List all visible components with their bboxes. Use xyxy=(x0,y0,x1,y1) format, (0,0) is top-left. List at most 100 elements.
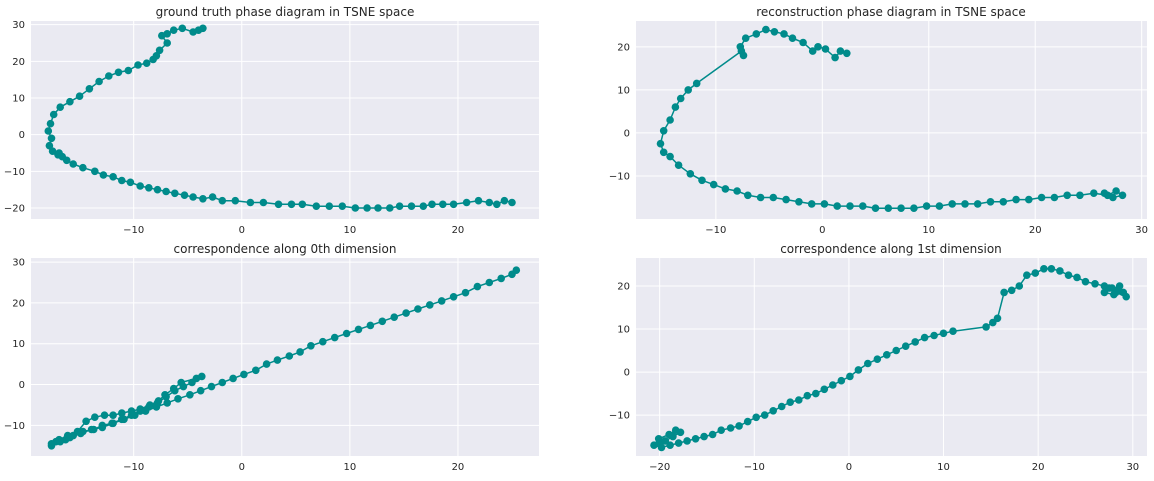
data-point xyxy=(386,204,394,212)
x-tick-label: 0 xyxy=(819,225,825,236)
data-point xyxy=(497,274,506,283)
y-tick-label: −10 xyxy=(609,411,630,422)
y-tick-label: −20 xyxy=(4,204,25,215)
data-point xyxy=(252,366,260,375)
data-point xyxy=(961,200,969,208)
data-point xyxy=(873,355,882,364)
data-point xyxy=(726,424,735,432)
data-point xyxy=(807,200,816,208)
data-point xyxy=(973,200,982,208)
data-point xyxy=(378,317,387,326)
x-tick-label: −10 xyxy=(123,462,144,473)
data-point xyxy=(831,53,839,62)
x-tick-label: 0 xyxy=(239,462,245,473)
data-point xyxy=(87,425,96,434)
data-point xyxy=(650,441,658,450)
data-point xyxy=(666,152,674,161)
y-tick-label: 10 xyxy=(617,325,630,336)
y-tick-label: 0 xyxy=(624,128,630,139)
y-tick-label: 20 xyxy=(12,298,25,309)
data-point xyxy=(126,178,135,187)
data-point xyxy=(246,198,255,207)
data-point xyxy=(659,148,668,157)
x-tick-label: 10 xyxy=(937,462,950,473)
data-point xyxy=(330,333,339,342)
data-point xyxy=(319,337,327,346)
data-point xyxy=(155,46,164,55)
data-point xyxy=(48,147,57,155)
data-point xyxy=(1091,280,1099,288)
data-point xyxy=(674,161,683,169)
data-point xyxy=(100,411,109,420)
data-point xyxy=(153,185,162,194)
data-point xyxy=(803,391,812,400)
data-point xyxy=(737,47,746,55)
data-point xyxy=(296,348,304,356)
data-point xyxy=(1047,265,1056,273)
data-point xyxy=(820,385,829,394)
data-point xyxy=(1118,191,1127,200)
data-point xyxy=(769,193,778,202)
y-tick-label: 20 xyxy=(617,42,630,53)
data-point xyxy=(390,313,399,322)
data-point xyxy=(846,372,854,381)
data-point xyxy=(709,180,718,189)
data-point xyxy=(47,440,56,448)
x-tick-label: 10 xyxy=(922,225,935,236)
data-point xyxy=(686,170,695,178)
data-point xyxy=(178,24,187,33)
data-point xyxy=(692,79,701,88)
data-point xyxy=(395,202,404,210)
y-tick-label: 0 xyxy=(19,130,25,141)
x-tick-label: −10 xyxy=(705,225,726,236)
data-point xyxy=(843,49,851,58)
data-point xyxy=(449,293,458,301)
data-point xyxy=(512,266,521,275)
y-tick-label: 0 xyxy=(624,368,630,379)
data-point xyxy=(1081,277,1090,286)
data-point xyxy=(1112,187,1120,195)
data-point xyxy=(428,200,436,209)
data-point xyxy=(307,342,315,350)
data-point xyxy=(671,103,680,111)
data-point xyxy=(174,395,182,403)
data-point xyxy=(871,204,880,212)
data-point xyxy=(338,202,347,210)
y-tick-label: −10 xyxy=(609,171,630,182)
data-point xyxy=(85,85,94,93)
data-point xyxy=(142,59,151,67)
data-point xyxy=(777,402,786,411)
plot-area xyxy=(636,21,1147,219)
subplot-title: correspondence along 0th dimension xyxy=(174,242,397,256)
data-point xyxy=(91,413,99,422)
y-tick-label: 10 xyxy=(617,85,630,96)
data-point xyxy=(325,202,334,210)
data-point xyxy=(419,202,428,210)
data-point xyxy=(1012,195,1020,204)
x-tick-label: 20 xyxy=(1029,225,1042,236)
data-point xyxy=(169,26,178,34)
data-point xyxy=(901,342,910,351)
data-point xyxy=(274,200,283,209)
data-point xyxy=(118,176,126,185)
data-point xyxy=(683,437,691,445)
data-point xyxy=(118,409,126,417)
data-point xyxy=(1122,292,1130,301)
data-point xyxy=(171,189,179,198)
data-point xyxy=(786,398,794,407)
data-point xyxy=(240,370,248,379)
data-point xyxy=(114,68,123,77)
data-point xyxy=(98,423,107,432)
data-point xyxy=(1056,267,1064,275)
data-point xyxy=(788,34,797,42)
data-point xyxy=(769,407,777,415)
data-point xyxy=(354,325,363,334)
data-point xyxy=(1037,193,1046,202)
data-point xyxy=(449,200,458,209)
data-point xyxy=(665,430,673,439)
data-point xyxy=(744,191,752,200)
data-point xyxy=(939,329,948,338)
data-point xyxy=(654,435,663,443)
subplot-ground-truth: ground truth phase diagram in TSNE space… xyxy=(4,5,539,236)
